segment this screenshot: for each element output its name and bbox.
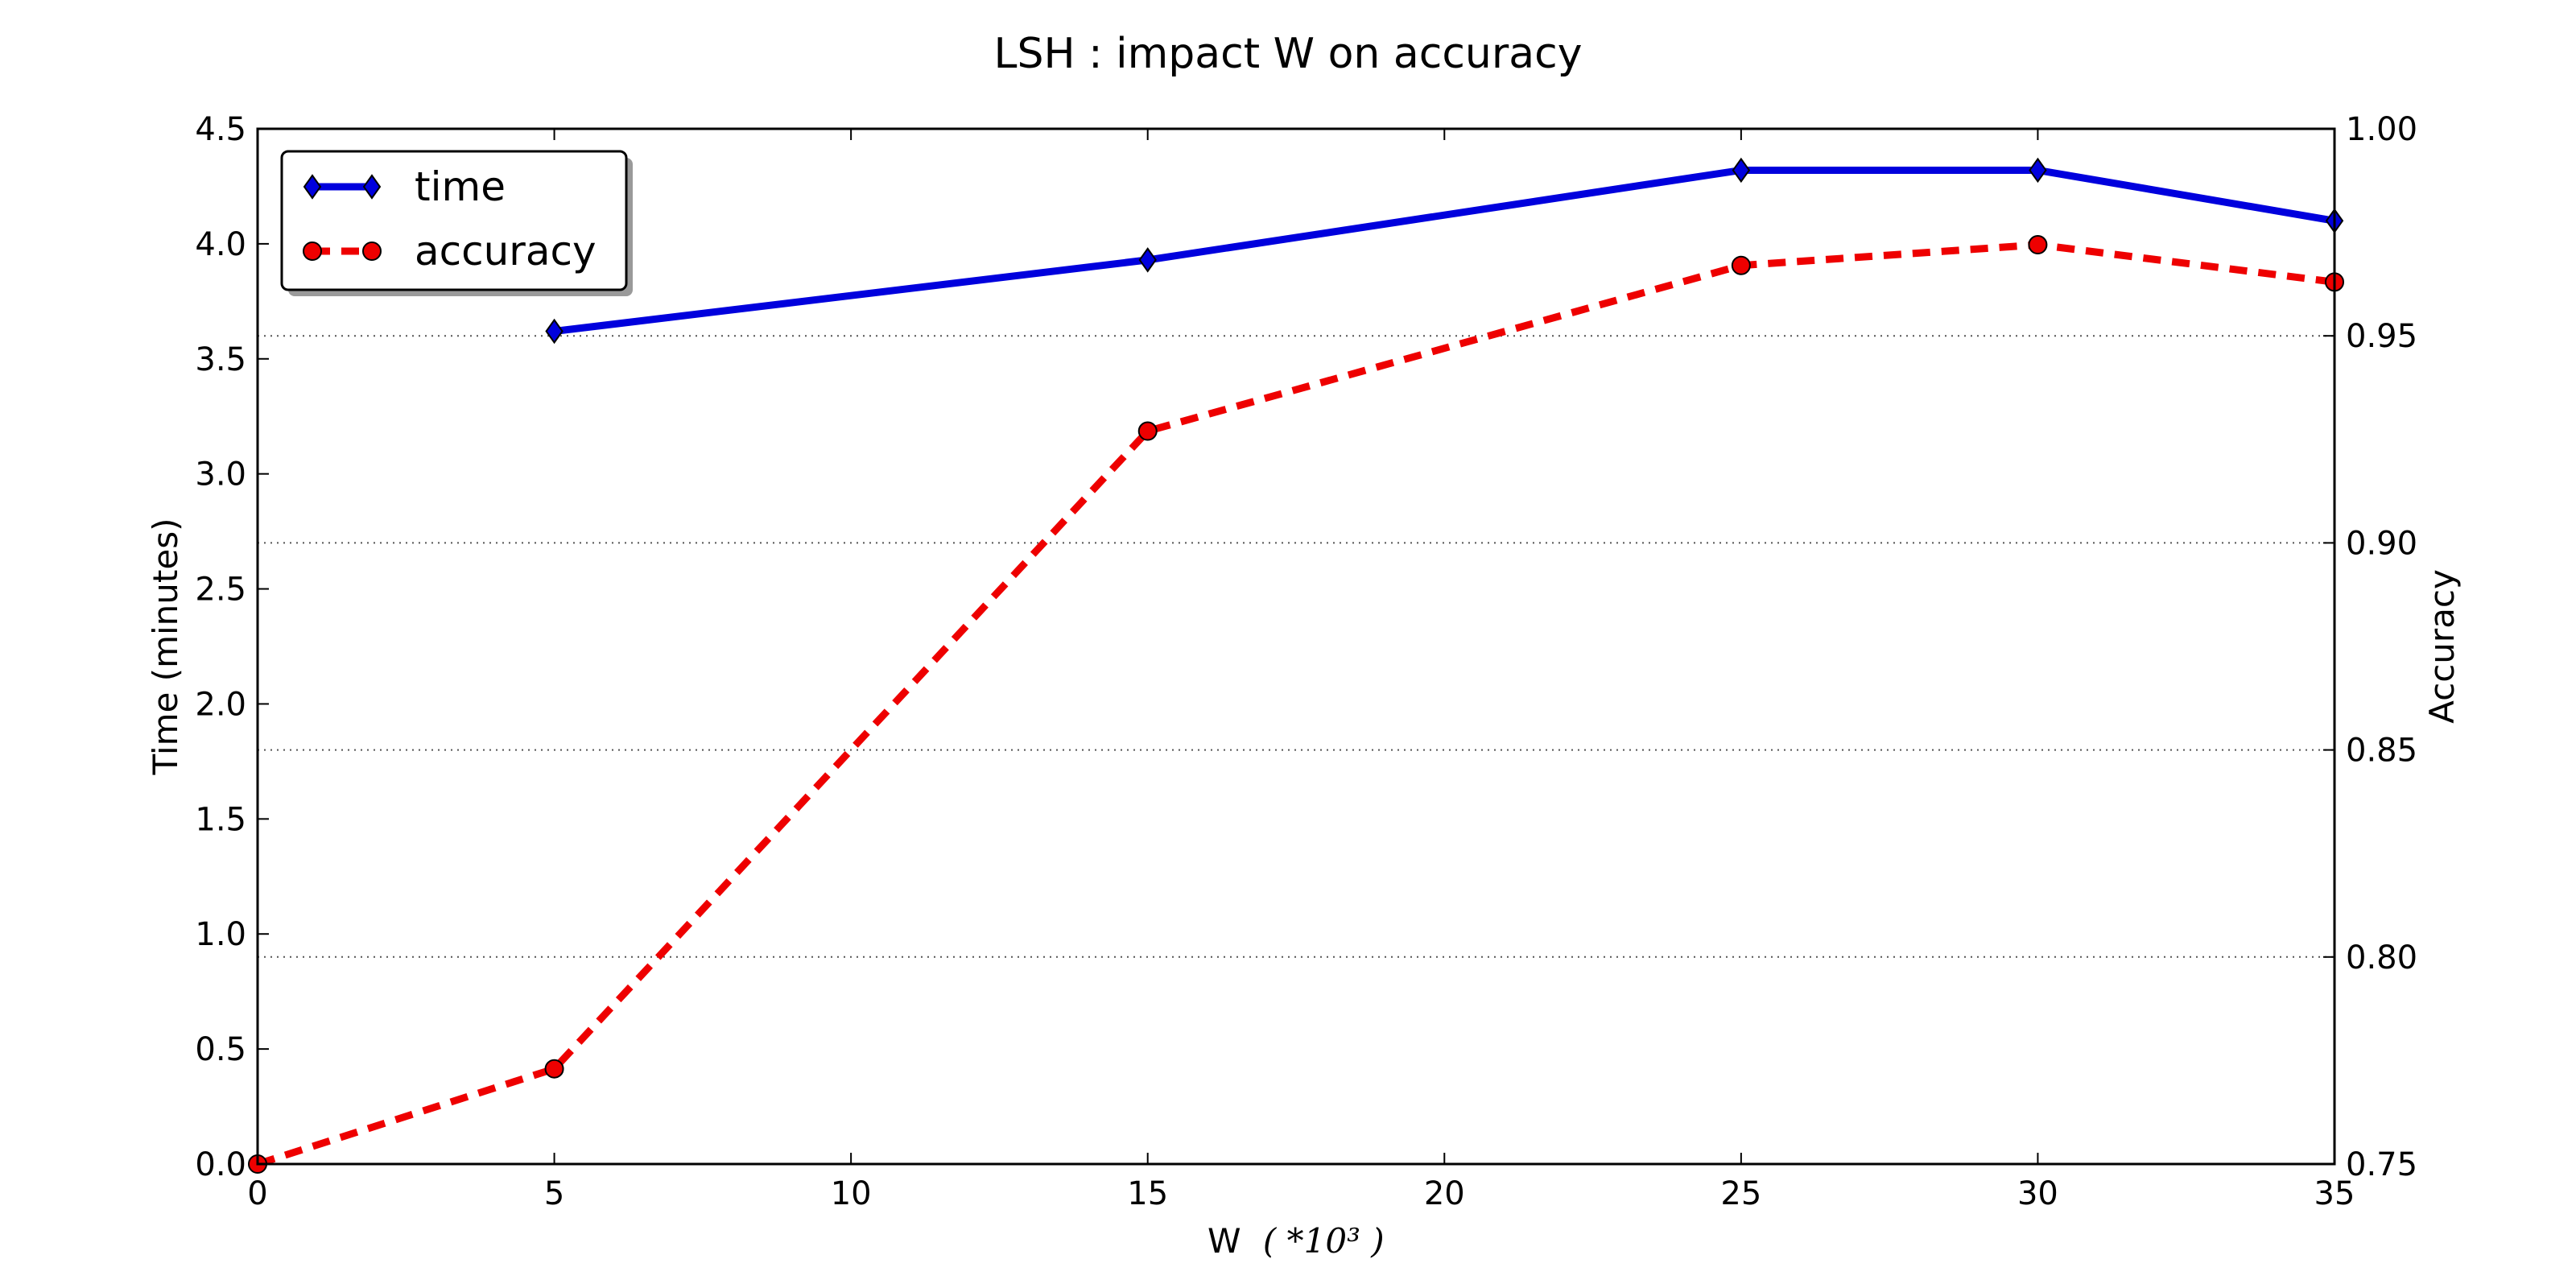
legend-item-time: time [303, 163, 506, 210]
x-axis-label-unit: ( *10³ ) [1263, 1221, 1385, 1261]
y-right-tick-label-4: 0.95 [2346, 318, 2417, 355]
point-time-3 [2029, 157, 2047, 184]
point-accuracy-3 [1731, 255, 1751, 275]
y-left-tick-label-1: 0.5 [195, 1031, 246, 1068]
y-right-tick-label-0: 0.75 [2346, 1146, 2417, 1183]
x-tick-label-0: 0 [247, 1175, 267, 1212]
y-right-axis-ticks: 0.75 0.80 0.85 0.90 0.95 1.00 [2323, 111, 2417, 1183]
x-tick-label-7: 35 [2314, 1175, 2355, 1212]
y-right-tick-label-3: 0.90 [2346, 525, 2417, 562]
y-left-tick-label-0: 0.0 [195, 1146, 246, 1183]
y-left-tick-label-3: 1.5 [195, 801, 246, 838]
x-tick-label-4: 20 [1424, 1175, 1465, 1212]
point-accuracy-1 [544, 1059, 564, 1079]
y-left-tick-label-4: 2.0 [195, 686, 246, 723]
y-right-tick-label-5: 1.00 [2346, 111, 2417, 148]
point-accuracy-2 [1137, 421, 1158, 441]
x-tick-label-3: 15 [1127, 1175, 1168, 1212]
y-left-tick-label-6: 3.0 [195, 456, 246, 493]
y-left-tick-label-5: 2.5 [195, 572, 246, 609]
y-right-axis-label: Accuracy [2422, 569, 2462, 724]
y-right-tick-label-1: 0.80 [2346, 939, 2417, 976]
x-axis-ticks: 0 5 10 15 20 25 30 35 [247, 129, 2355, 1212]
x-tick-label-2: 10 [831, 1175, 872, 1212]
y-left-tick-label-8: 4.0 [195, 226, 246, 263]
x-tick-label-5: 25 [1720, 1175, 1761, 1212]
legend-label-accuracy: accuracy [415, 228, 597, 275]
series-time [545, 157, 2344, 345]
y-left-tick-label-9: 4.5 [195, 111, 246, 148]
plot-frame [256, 127, 2336, 1166]
point-time-0 [545, 318, 564, 345]
legend-marker-accuracy-a [303, 242, 322, 261]
y-right-tick-label-2: 0.85 [2346, 733, 2417, 770]
legend-items: time accuracy [303, 163, 597, 275]
point-accuracy-4 [2028, 235, 2048, 255]
chart-title: LSH : impact W on accuracy [994, 30, 1583, 78]
series-accuracy [248, 235, 2344, 1174]
legend-marker-time-a [303, 174, 322, 200]
x-axis-label-main: W [1208, 1221, 1241, 1261]
plot-series [248, 157, 2344, 1174]
legend: time accuracy [280, 150, 633, 296]
x-tick-label-6: 30 [2017, 1175, 2058, 1212]
legend-label-time: time [415, 163, 506, 210]
y-left-tick-label-7: 3.5 [195, 341, 246, 378]
point-time-1 [1138, 247, 1157, 273]
legend-item-accuracy: accuracy [303, 228, 597, 275]
legend-marker-accuracy-b [362, 242, 382, 261]
x-tick-label-1: 5 [544, 1175, 564, 1212]
x-axis-label: W ( *10³ ) [1208, 1221, 1385, 1261]
point-time-2 [1732, 157, 1751, 184]
series-line-accuracy [256, 241, 2335, 1168]
y-left-tick-label-2: 1.0 [195, 916, 246, 953]
y-left-axis-label: Time (minutes) [146, 518, 185, 776]
y-left-axis-ticks: 0.0 0.5 1.0 1.5 2.0 2.5 3.0 3.5 4.0 4.5 [195, 111, 269, 1183]
grid-lines [258, 335, 2334, 958]
legend-marker-time-b [362, 174, 382, 200]
